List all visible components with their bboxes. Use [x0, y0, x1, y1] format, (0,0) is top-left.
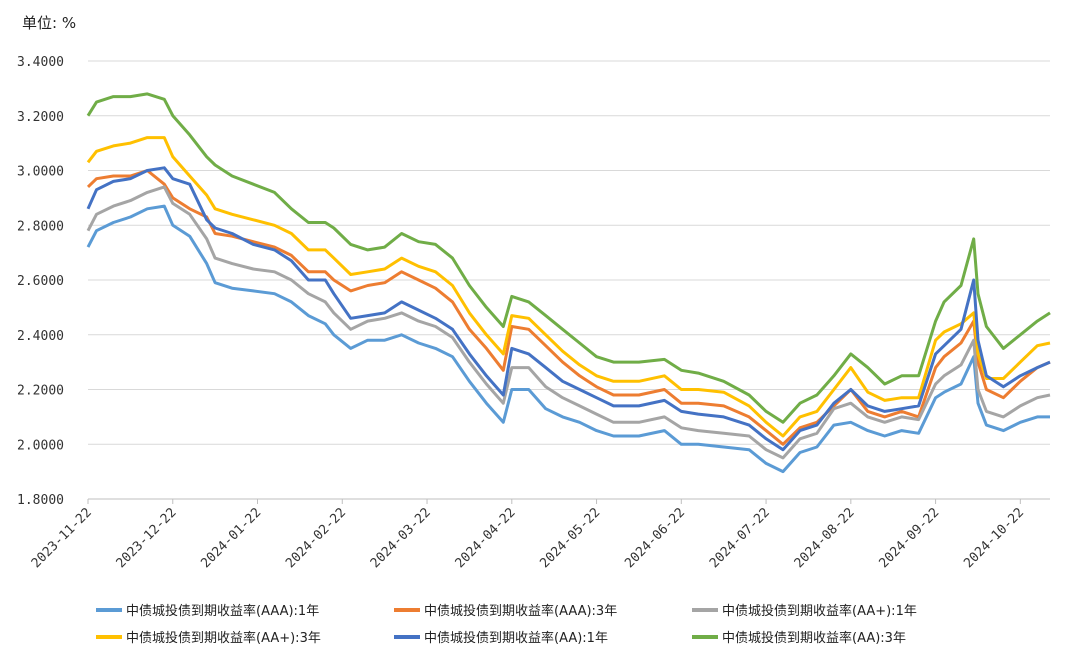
y-tick-label: 3.2000	[17, 110, 64, 125]
x-tick-label: 2024-04-22	[453, 505, 519, 571]
series-line	[86, 169, 1051, 446]
y-tick-label: 3.0000	[17, 165, 64, 180]
legend-label: 中债城投债到期收益率(AA+):1年	[722, 603, 917, 619]
x-axis	[87, 498, 1050, 504]
x-tick-label: 2023-12-22	[114, 505, 180, 571]
series-line	[86, 204, 1050, 474]
unit-label: 单位: %	[22, 14, 77, 32]
x-tick-label: 2024-03-22	[368, 505, 434, 571]
x-tick-label: 2024-09-22	[876, 505, 942, 571]
x-tick-label: 2024-10-22	[961, 505, 1027, 571]
x-tick-label: 2024-06-22	[622, 505, 688, 571]
y-tick-label: 2.8000	[17, 219, 64, 234]
gridlines	[88, 60, 1050, 445]
y-tick-label: 3.4000	[17, 55, 64, 70]
legend-label: 中债城投债到期收益率(AA+):3年	[126, 630, 321, 646]
x-tick-label: 2024-08-22	[792, 505, 858, 571]
legend: 中债城投债到期收益率(AAA):1年 中债城投债到期收益率(AAA):3年 中债城投…	[96, 603, 917, 646]
x-tick-label: 2023-11-22	[29, 505, 95, 571]
series-line	[86, 92, 1051, 424]
x-tick-label: 2024-07-22	[707, 505, 773, 571]
x-tick-label: 2024-01-22	[198, 505, 264, 571]
series-line	[86, 166, 1051, 452]
legend-label: 中债城投债到期收益率(AA):1年	[424, 630, 608, 646]
y-tick-label: 1.8000	[17, 493, 64, 508]
y-tick-label: 2.2000	[17, 384, 64, 399]
y-axis-tick-labels: 1.8000 2.0000 2.2000 2.4000 2.6000 2.8000 3.00…	[17, 55, 64, 508]
series-lines	[86, 92, 1051, 474]
x-axis-tick-labels: 2023-11-22 2023-12-22 2024-01-22 2024-02-22…	[29, 505, 1027, 571]
y-tick-label: 2.6000	[17, 274, 64, 289]
x-tick-label: 2024-02-22	[283, 505, 349, 571]
legend-label: 中债城投债到期收益率(AAA):3年	[424, 603, 617, 619]
x-tick-label: 2024-05-22	[537, 505, 603, 571]
legend-label: 中债城投债到期收益率(AA):3年	[722, 630, 906, 646]
legend-label: 中债城投债到期收益率(AAA):1年	[126, 603, 319, 619]
y-tick-label: 2.4000	[17, 329, 64, 344]
series-line	[86, 185, 1051, 460]
series-line	[86, 136, 1051, 438]
y-tick-label: 2.0000	[17, 438, 64, 453]
